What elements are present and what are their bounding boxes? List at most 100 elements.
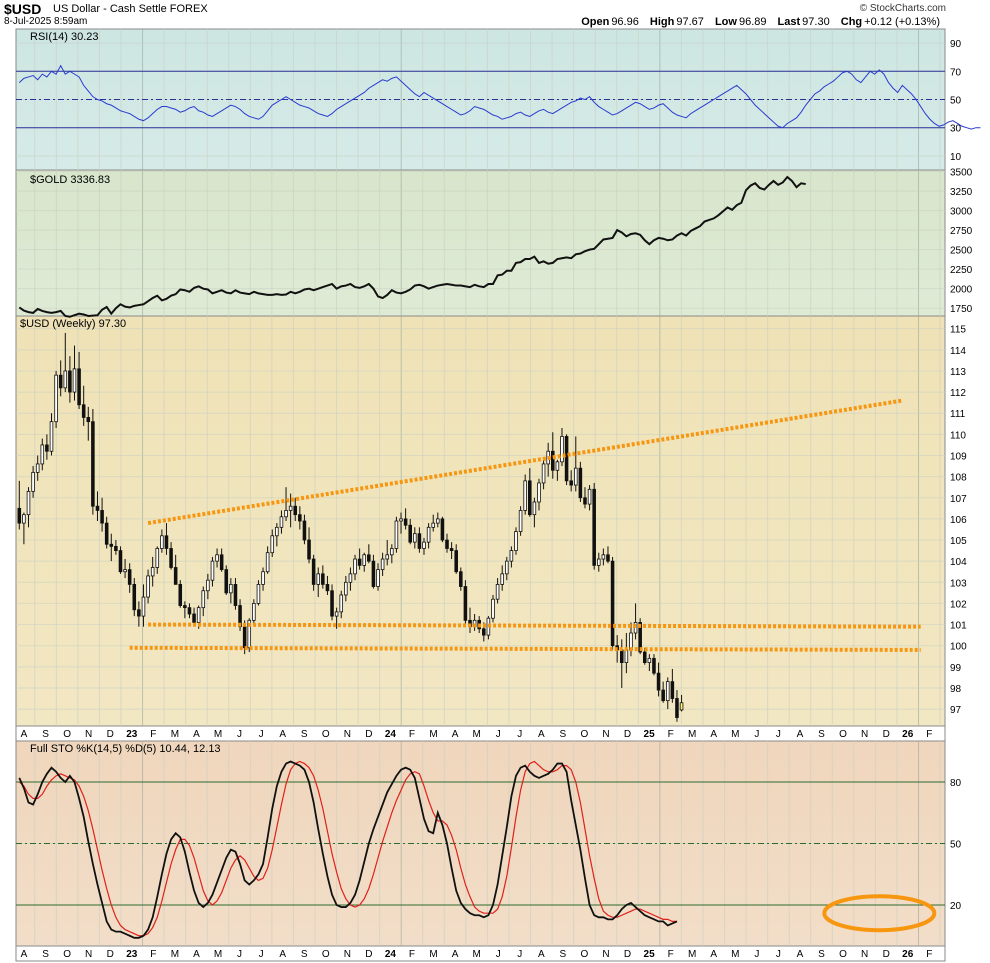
month-label: O [322,949,330,960]
usd-candle [638,622,642,653]
month-label: D [883,949,890,960]
rsi-tick-label: 10 [950,152,962,163]
usd-candle [63,370,68,389]
month-label: F [150,949,156,960]
usd-candle [583,497,587,505]
low-label: Low [714,16,737,28]
month-label: A [797,949,804,960]
month-label: D [107,949,114,960]
month-label: O [63,729,71,740]
rsi-tick-label: 70 [950,67,962,78]
month-label: J [259,729,264,740]
usd-tick-label: 113 [950,367,966,378]
resistance-trendline [147,398,903,526]
usd-candle [187,607,192,615]
usd-candle [532,501,537,516]
usd-candle [610,560,615,647]
usd-candle [307,539,311,560]
ohlc-readout: Open 96.96 High 97.67 Low 96.89 Last 97.30 C… [579,16,946,28]
usd-tick-label: 105 [950,536,967,547]
usd-candle [54,374,58,423]
support-line-upper [148,622,921,629]
month-label: J [776,729,781,740]
usd-candle [206,579,210,592]
usd-tick-label: 107 [950,494,967,505]
chart-symbol: $USD [4,1,42,17]
month-label: F [668,949,674,960]
month-label: A [193,729,200,740]
usd-candle [679,702,684,711]
usd-candle [482,628,486,636]
usd-candle [279,516,284,528]
month-label: A [538,729,545,740]
usd-candle [118,550,123,573]
month-label: M [214,729,222,740]
gold-tick-label: 2250 [950,265,973,276]
month-label: J [776,949,781,960]
usd-candle [652,657,656,674]
usd-candle [606,554,610,562]
usd-candle [123,569,127,573]
usd-candle [311,558,316,585]
month-label: S [560,949,567,960]
month-label: 23 [126,729,138,740]
usd-tick-label: 111 [950,409,966,420]
month-label: N [85,949,92,960]
usd-candle [288,505,293,511]
usd-candle [592,488,596,566]
usd-candle [541,463,546,484]
usd-candle [436,518,440,524]
usd-candle [348,573,353,583]
usd-candle [302,520,307,541]
usd-candle [31,471,35,492]
usd-candle [601,554,606,560]
month-label: M [171,949,179,960]
month-label: N [344,949,351,960]
month-label: N [861,729,868,740]
usd-candle [91,421,95,507]
usd-candle [491,598,495,619]
month-axis-upper [15,725,946,742]
usd-candle [445,539,449,549]
usd-candle [353,558,357,575]
usd-candle [596,558,601,566]
month-label: S [42,949,49,960]
month-label: 23 [126,949,138,960]
month-label: F [409,729,415,740]
usd-tick-label: 97 [950,705,962,716]
usd-tick-label: 109 [950,451,967,462]
usd-candle [229,584,233,594]
month-label: A [193,949,200,960]
usd-candle [219,554,224,571]
month-label: A [452,729,459,740]
usd-candle [325,584,330,592]
sto-panel-label: Full STO %K(14,5) %D(5) 10.44, 12.13 [30,743,221,755]
usd-candle [376,569,380,587]
month-label: S [560,729,567,740]
month-label: O [581,729,589,740]
usd-candle [265,552,270,573]
usd-candle [224,569,229,594]
usd-candle [49,421,54,452]
month-label: M [472,949,480,960]
usd-candle [505,560,509,575]
month-label: J [259,949,264,960]
month-label: M [472,729,480,740]
usd-candle [449,548,454,551]
usd-candle [72,368,77,393]
month-label: N [85,729,92,740]
usd-candle [459,571,463,587]
usd-tick-label: 103 [950,578,967,589]
month-label: A [452,949,459,960]
usd-candle [114,545,118,551]
gold-tick-label: 2500 [950,246,973,257]
month-label: 24 [385,729,397,740]
rsi-panel-label: RSI(14) 30.23 [30,31,98,43]
month-label: S [42,729,49,740]
gold-tick-label: 3250 [950,187,973,198]
month-label: 26 [902,949,914,960]
usd-candle [215,554,219,562]
usd-candle [146,575,150,598]
usd-candle [132,584,137,611]
